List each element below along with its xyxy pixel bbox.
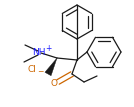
Polygon shape xyxy=(45,58,57,76)
Text: O: O xyxy=(51,79,57,88)
Text: +: + xyxy=(45,44,51,53)
Text: NH: NH xyxy=(32,48,46,56)
Text: Cl: Cl xyxy=(28,65,36,74)
Text: −: − xyxy=(37,68,43,77)
